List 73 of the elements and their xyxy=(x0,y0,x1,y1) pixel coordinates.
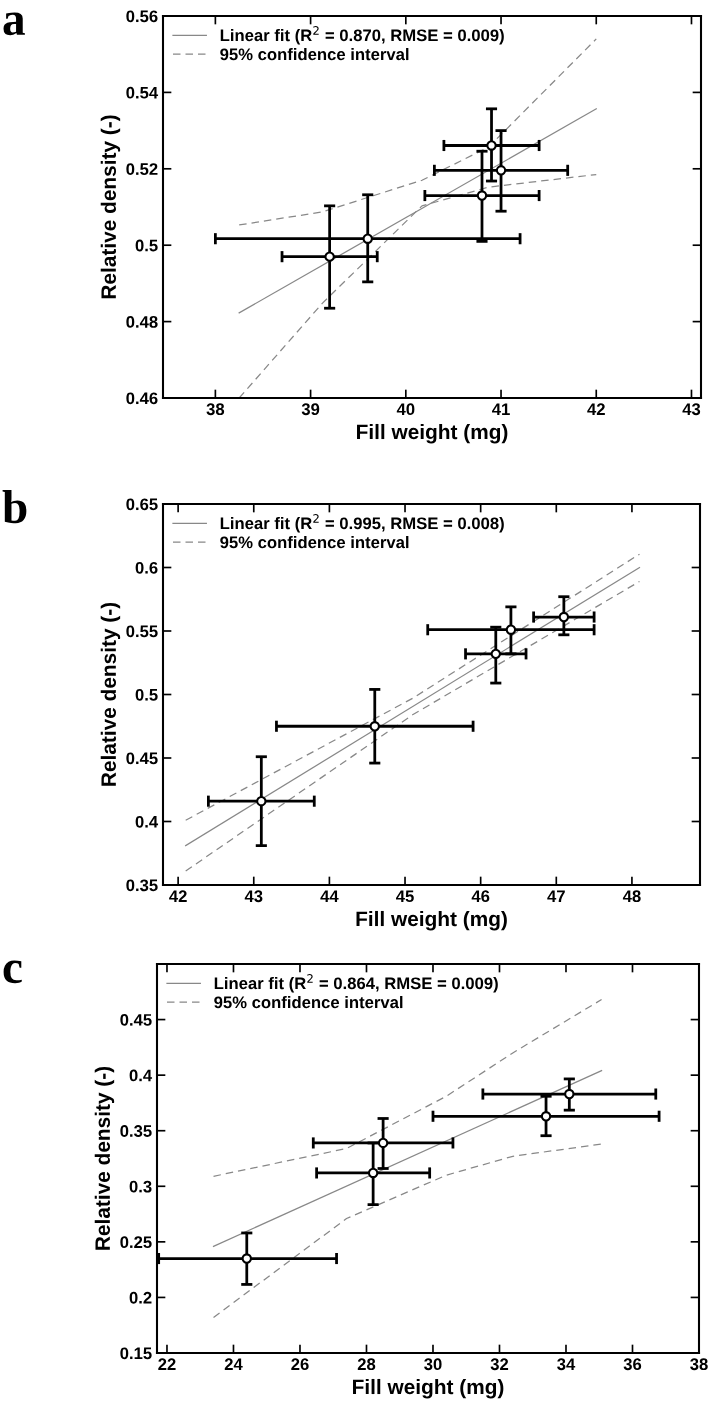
y-tick-label: 0.15 xyxy=(120,1347,152,1360)
x-tick-label: 34 xyxy=(557,1358,576,1371)
point xyxy=(324,251,335,262)
y-tick-label: 0.5 xyxy=(135,688,158,701)
y-tick-label: 0.48 xyxy=(126,316,158,328)
text: a xyxy=(3,12,25,36)
y-tick-label: 0.46 xyxy=(126,392,158,405)
x-tick-label: 36 xyxy=(623,1358,642,1371)
x-tick-label: 39 xyxy=(301,403,320,416)
y-tick-label: 0.35 xyxy=(126,879,158,892)
x-tick-label: 42 xyxy=(587,403,605,415)
x-tick-label: 22 xyxy=(158,1358,176,1370)
y-tick-label: 0.25 xyxy=(120,1236,152,1249)
x-tick-label: 28 xyxy=(357,1358,376,1371)
x-tick-label: 30 xyxy=(424,1358,442,1371)
point xyxy=(362,233,373,244)
x-tick-label: 38 xyxy=(690,1358,708,1371)
point xyxy=(505,624,517,635)
y-tick-label: 0.54 xyxy=(126,86,159,99)
x-tick-label: 41 xyxy=(492,403,510,415)
y-axis-title: Relative density (-) xyxy=(100,115,121,299)
x-tick-label: 38 xyxy=(206,403,225,416)
x-tick-label: 48 xyxy=(622,890,641,903)
point xyxy=(367,1167,379,1179)
x-tick-label: 26 xyxy=(291,1358,309,1371)
y-tick-label: 0.4 xyxy=(129,1069,153,1082)
y-tick-label: 0.56 xyxy=(126,10,158,23)
point xyxy=(377,1137,389,1149)
legend-label: 95% confidence interval xyxy=(220,536,409,549)
point xyxy=(490,648,501,660)
legend-label: 95% confidence interval xyxy=(214,996,403,1009)
y-tick-label: 0.45 xyxy=(120,1013,152,1026)
x-tick-label: 32 xyxy=(490,1358,509,1371)
x-axis-title: Fill weight (mg) xyxy=(357,423,508,444)
x-tick-label: 40 xyxy=(396,403,415,416)
text: b xyxy=(2,490,27,524)
y-tick-label: 0.4 xyxy=(135,815,159,828)
x-tick-label: 24 xyxy=(224,1358,243,1370)
y-tick-label: 0.35 xyxy=(120,1125,152,1137)
point xyxy=(241,1253,252,1264)
y-tick-label: 0.5 xyxy=(135,239,158,252)
x-tick-label: 46 xyxy=(471,890,490,903)
x-tick-label: 43 xyxy=(682,403,701,416)
y-tick-label: 0.45 xyxy=(126,752,158,765)
y-tick-label: 0.65 xyxy=(126,498,158,511)
x-axis-title: Fill weight (mg) xyxy=(356,910,507,931)
y-tick-label: 0.2 xyxy=(129,1291,152,1304)
y-axis-title: Relative density (-) xyxy=(100,602,121,786)
x-tick-label: 45 xyxy=(396,890,414,903)
text: c xyxy=(3,960,22,984)
x-tick-label: 43 xyxy=(244,890,263,903)
legend-label: Linear fit (R$^{2}$ = 0.864, RMSE = 0.009) xyxy=(214,974,498,993)
x-tick-label: 42 xyxy=(169,890,187,902)
y-axis-title: Relative density (-) xyxy=(94,1066,115,1250)
y-tick-label: 0.3 xyxy=(129,1180,152,1193)
legend-label: 95% confidence interval xyxy=(220,48,409,61)
point xyxy=(495,165,507,176)
point xyxy=(476,190,488,201)
point xyxy=(558,611,570,623)
line-series xyxy=(212,1143,603,1319)
point xyxy=(369,721,380,732)
point xyxy=(540,1111,552,1122)
y-tick-label: 0.6 xyxy=(135,561,158,574)
x-tick-label: 47 xyxy=(547,890,565,902)
legend-label: Linear fit (R$^{2}$ = 0.870, RMSE = 0.009) xyxy=(220,26,504,45)
y-tick-label: 0.55 xyxy=(126,625,158,638)
point xyxy=(564,1088,575,1100)
x-axis-title: Fill weight (mg) xyxy=(353,1378,504,1399)
point xyxy=(486,140,497,151)
point xyxy=(256,795,267,807)
y-tick-label: 0.52 xyxy=(126,163,158,175)
legend-label: Linear fit (R$^{2}$ = 0.995, RMSE = 0.008) xyxy=(220,514,504,533)
x-tick-label: 44 xyxy=(320,890,339,902)
